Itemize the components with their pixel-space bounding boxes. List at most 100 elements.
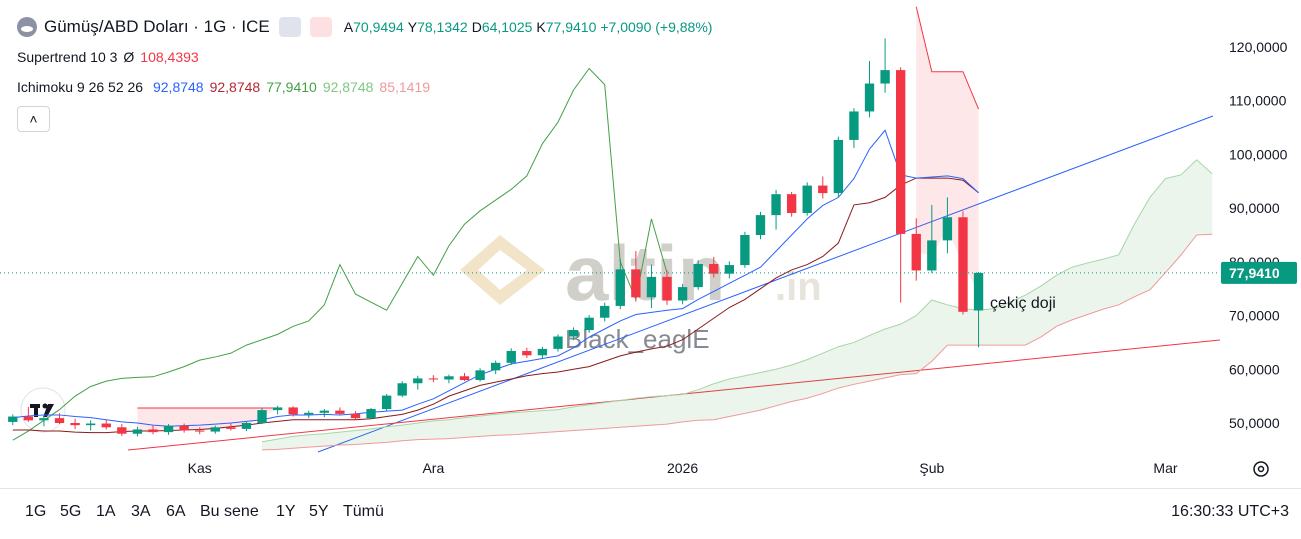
- x-tick-label: Şub: [919, 460, 944, 476]
- candle-body: [132, 429, 143, 434]
- span-b-line: [262, 233, 1213, 451]
- candle-body: [304, 412, 314, 415]
- trend-line: [317, 115, 1214, 453]
- candle-body: [973, 272, 984, 311]
- toggle-button[interactable]: [278, 17, 301, 37]
- candle-body: [39, 418, 49, 421]
- chart: altin .in Black_eaglE 50,000060,000070,0…: [0, 6, 1297, 477]
- candle-body: [413, 378, 423, 384]
- candle-body: [444, 376, 454, 380]
- candle-body: [662, 276, 672, 301]
- indicator-value: 77,9410: [266, 79, 317, 95]
- candle-body: [350, 413, 361, 419]
- ohlc-legend: A70,9494 Y78,1342 D64,1025 K77,9410 +7,0090 …: [344, 19, 719, 35]
- candle-body: [942, 217, 953, 241]
- ohlc-key: D: [471, 19, 482, 35]
- candle-body: [86, 423, 96, 426]
- cloud-fill: [262, 159, 1213, 450]
- range-button[interactable]: Tümü: [343, 503, 384, 520]
- candle-body: [272, 407, 283, 411]
- candle-body: [833, 139, 844, 194]
- candle-body: [101, 423, 111, 428]
- range-button[interactable]: 6A: [166, 503, 186, 520]
- candle-body: [802, 185, 812, 213]
- candle-body: [475, 370, 485, 381]
- candle-body: [210, 427, 220, 432]
- y-tick-label: 70,0000: [1229, 308, 1280, 324]
- candle-body: [631, 269, 641, 298]
- collapse-button[interactable]: ˄: [17, 106, 50, 132]
- supertrend-line: [915, 6, 980, 110]
- ohlc-value: 70,9494: [353, 19, 404, 35]
- indicator-value: 108,4393: [140, 49, 199, 65]
- x-tick-label: 2026: [667, 460, 698, 476]
- candle-body: [288, 407, 298, 415]
- candle-body: [428, 378, 439, 380]
- candle-body: [257, 410, 267, 423]
- supertrend-legend: Supertrend 10 3 Ø 108,4393: [17, 49, 205, 65]
- candle-body: [584, 317, 594, 331]
- y-tick-label: 110,0000: [1229, 93, 1287, 109]
- watermark-logo: [478, 250, 527, 290]
- ohlc-key: K: [536, 19, 546, 35]
- candle-body: [600, 305, 610, 318]
- lagging-line: [12, 67, 668, 441]
- candle-body: [724, 265, 734, 274]
- candle-body: [786, 194, 797, 213]
- tv-logo: [20, 387, 66, 433]
- candle-body: [864, 83, 875, 112]
- candle-body: [958, 217, 968, 312]
- title-row: Gümüş/ABD Doları · 1G · ICE A70,9494 Y78,…: [16, 16, 724, 38]
- indicator-value: 92,8748: [152, 79, 204, 95]
- range-button[interactable]: 1A: [96, 503, 116, 520]
- symbol-title: Gümüş/ABD Doları · 1G · ICE: [44, 17, 270, 36]
- y-tick-label: 120,0000: [1229, 39, 1288, 55]
- candle-body: [911, 233, 921, 271]
- candle-body: [381, 395, 392, 410]
- ohlc-value: 77,9410: [545, 19, 597, 35]
- ohlc-value: 64,1025: [481, 19, 533, 35]
- clock: 16:30:33 UTC+3: [1171, 503, 1289, 520]
- range-button[interactable]: 5G: [60, 503, 82, 520]
- range-button[interactable]: 3A: [131, 503, 151, 520]
- y-tick-label: 90,0000: [1229, 200, 1280, 216]
- change-value: +7,0090 (+9,88%): [600, 19, 713, 35]
- price-label: 77,9410: [1229, 265, 1280, 281]
- candle-body: [491, 362, 501, 371]
- candle-body: [615, 269, 625, 306]
- candle-body: [23, 416, 34, 421]
- ohlc-key: A: [343, 19, 354, 35]
- range-button[interactable]: 1G: [25, 503, 47, 520]
- x-tick-label: Ara: [422, 460, 444, 476]
- candle-body: [335, 410, 345, 414]
- candle-body: [818, 185, 828, 194]
- range-button[interactable]: Bu sene: [200, 503, 259, 520]
- range-button[interactable]: 5Y: [309, 503, 329, 520]
- candle-body: [522, 351, 532, 356]
- watermark-logo: [460, 235, 545, 305]
- plot: [8, 6, 1213, 451]
- candle-body: [537, 348, 548, 356]
- candle-body: [693, 264, 703, 288]
- y-tick-label: 100,0000: [1229, 146, 1288, 162]
- indicator-label: Supertrend 10 3: [17, 49, 118, 65]
- ohlc-key: Y: [407, 19, 418, 35]
- candle-body: [506, 351, 516, 363]
- candle-body: [54, 418, 65, 423]
- toolbar: 16:30:33 UTC+3 1G 5G 1A 3A 6A Bu sene 1Y 5Y Tümü: [0, 488, 1301, 539]
- settings-icon[interactable]: [1253, 461, 1269, 477]
- price-box: [1221, 261, 1297, 284]
- range-button[interactable]: 1Y: [276, 503, 296, 520]
- candle-body: [366, 409, 376, 419]
- supertrend-fill: [137, 407, 278, 432]
- indicator-label: Ichimoku 9 26 52 26: [17, 79, 144, 95]
- candle-body: [646, 276, 657, 298]
- compare-button[interactable]: [309, 17, 332, 37]
- candle-body: [849, 111, 859, 140]
- indicator-value: 92,8748: [322, 79, 374, 95]
- candle-body: [927, 240, 937, 271]
- ohlc-value: 78,1342: [417, 19, 468, 35]
- ichimoku-legend: Ichimoku 9 26 52 26 92,8748 92,8748 77,941…: [17, 79, 436, 95]
- candle-body: [880, 70, 890, 84]
